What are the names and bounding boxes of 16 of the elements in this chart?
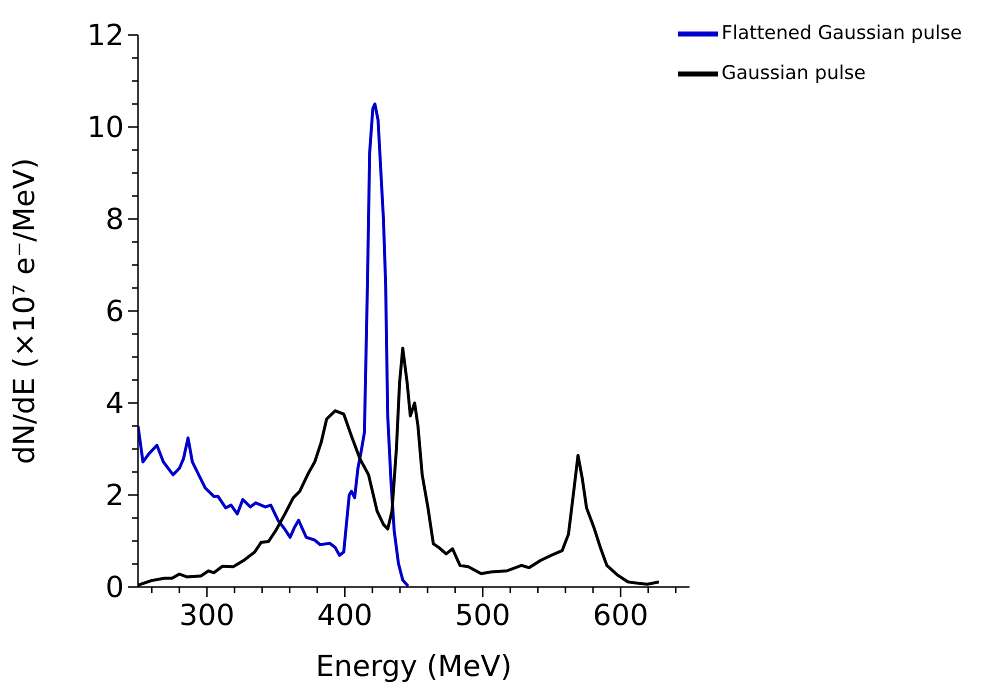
y-tick-label: 2 [106, 478, 124, 512]
legend-label: Gaussian pulse [722, 62, 866, 84]
y-tick-label: 12 [87, 18, 124, 52]
y-tick-label: 10 [87, 110, 124, 144]
line-series [138, 102, 410, 587]
x-tick-label: 400 [317, 598, 373, 632]
y-tick-label: 4 [106, 386, 124, 420]
x-tick-label: 300 [179, 598, 235, 632]
x-axis-title: Energy (MeV) [316, 649, 512, 683]
legend-label: Flattened Gaussian pulse [722, 22, 962, 44]
x-tick-label: 500 [455, 598, 510, 632]
x-tick-label: 600 [592, 598, 648, 632]
y-axis-title: dN/dE (×10⁷ e⁻/MeV) [7, 158, 41, 464]
y-tick-label: 6 [106, 294, 124, 328]
y-tick-label: 0 [106, 570, 124, 604]
y-tick-label: 8 [106, 202, 124, 236]
